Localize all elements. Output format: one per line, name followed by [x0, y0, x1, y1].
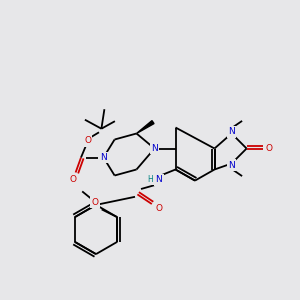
Text: N: N [151, 144, 158, 153]
Text: O: O [69, 175, 76, 184]
Text: N: N [228, 128, 235, 136]
Text: N: N [100, 153, 107, 162]
Text: O: O [92, 198, 99, 207]
Text: N: N [156, 176, 162, 184]
Text: N: N [228, 160, 235, 169]
Text: O: O [155, 204, 163, 213]
Polygon shape [136, 121, 154, 134]
Text: O: O [266, 144, 273, 153]
Text: O: O [84, 136, 91, 146]
Text: H: H [147, 175, 153, 184]
